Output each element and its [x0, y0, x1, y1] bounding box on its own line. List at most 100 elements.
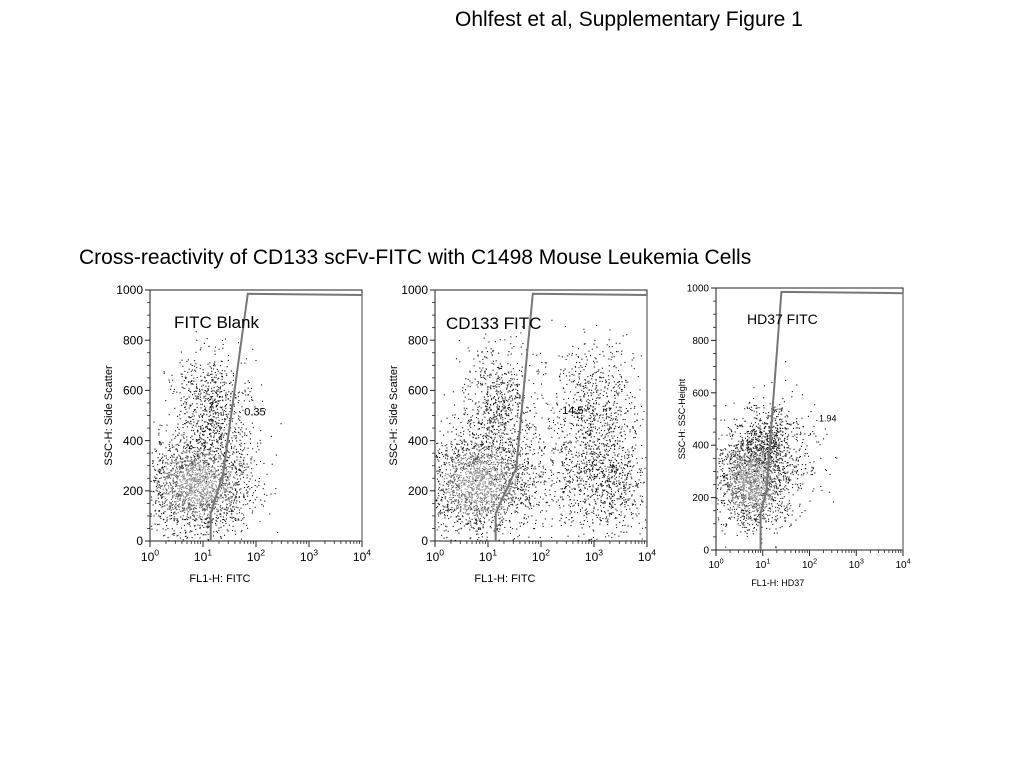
data-point	[241, 406, 243, 408]
data-point	[233, 460, 236, 462]
data-point	[208, 454, 210, 456]
data-point	[466, 460, 468, 462]
data-point	[199, 537, 201, 539]
data-point	[156, 482, 158, 484]
data-point	[191, 461, 194, 463]
data-point	[492, 456, 494, 458]
data-point	[157, 497, 159, 499]
data-point	[203, 376, 206, 378]
data-point	[186, 444, 188, 446]
data-point	[473, 451, 476, 454]
data-point	[196, 469, 198, 471]
data-point	[256, 486, 258, 488]
data-point	[179, 510, 181, 513]
data-point	[470, 492, 472, 494]
data-point	[189, 488, 191, 491]
data-point	[450, 459, 453, 461]
data-point	[196, 390, 198, 392]
data-point	[232, 463, 234, 465]
data-point	[231, 391, 233, 393]
data-point	[508, 503, 510, 505]
data-point	[469, 491, 471, 493]
data-point	[223, 455, 225, 457]
data-point	[199, 477, 201, 479]
data-point	[205, 488, 207, 490]
data-point	[174, 540, 176, 542]
data-point	[484, 507, 486, 510]
data-point	[473, 506, 475, 508]
data-point	[465, 491, 467, 493]
data-point	[532, 472, 534, 474]
data-point	[182, 494, 184, 496]
data-point	[162, 471, 165, 473]
data-point	[203, 449, 205, 451]
data-point	[173, 453, 175, 455]
data-point	[196, 447, 198, 449]
data-point	[486, 532, 488, 534]
data-point	[494, 479, 496, 481]
data-point	[187, 471, 189, 473]
data-point	[197, 533, 199, 535]
data-point	[534, 492, 536, 494]
data-point	[469, 480, 471, 482]
data-point	[497, 366, 499, 368]
data-point	[482, 489, 484, 491]
data-point	[203, 445, 206, 447]
data-point	[190, 507, 192, 509]
data-point	[187, 371, 189, 373]
data-point	[187, 466, 190, 468]
data-point	[189, 487, 191, 489]
data-point	[220, 520, 222, 522]
data-point	[204, 410, 206, 412]
data-point	[490, 468, 492, 470]
data-point	[257, 442, 259, 444]
data-point	[164, 501, 166, 503]
data-point	[213, 416, 215, 418]
data-point	[186, 482, 188, 484]
data-point	[221, 492, 224, 494]
data-point	[203, 447, 205, 450]
data-point	[483, 497, 486, 499]
data-point	[245, 504, 247, 506]
data-point	[194, 494, 196, 496]
data-point	[181, 488, 183, 491]
data-point	[476, 493, 478, 495]
data-point	[503, 486, 505, 488]
data-point	[472, 481, 474, 483]
data-point	[458, 464, 460, 466]
data-point	[505, 498, 507, 501]
data-point	[192, 510, 195, 512]
data-point	[492, 439, 494, 441]
data-point	[181, 471, 183, 473]
data-point	[527, 516, 529, 518]
data-point	[500, 464, 502, 466]
data-point	[206, 380, 208, 382]
data-point	[206, 506, 208, 509]
data-point	[191, 505, 193, 507]
data-point	[494, 470, 496, 472]
data-point	[492, 385, 494, 387]
data-point	[527, 506, 529, 508]
data-point	[462, 462, 464, 464]
data-point	[167, 485, 169, 487]
data-point	[480, 498, 482, 500]
data-point	[206, 472, 208, 474]
data-point	[184, 401, 186, 403]
data-point	[218, 457, 220, 459]
data-point	[208, 428, 210, 430]
data-point	[171, 528, 173, 530]
data-point	[191, 379, 193, 382]
data-point	[194, 502, 196, 504]
data-point	[199, 396, 201, 398]
data-point	[497, 528, 499, 530]
data-point	[455, 466, 457, 468]
data-point	[263, 483, 266, 485]
data-point	[212, 378, 214, 380]
data-point	[518, 481, 520, 483]
data-point	[167, 537, 169, 539]
data-point	[438, 504, 440, 506]
data-point	[201, 442, 203, 445]
data-point	[465, 500, 467, 502]
data-point	[197, 499, 199, 501]
data-point	[181, 386, 183, 388]
